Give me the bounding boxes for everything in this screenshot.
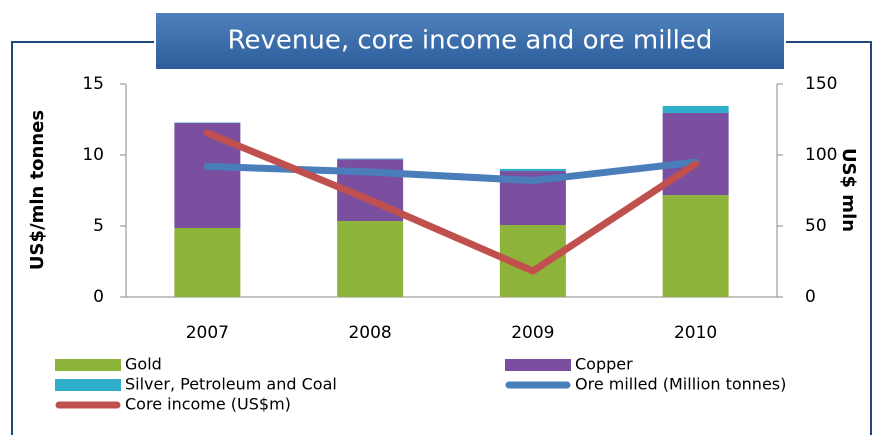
- bar-segment: [337, 221, 403, 297]
- x-tick-label: 2008: [348, 323, 391, 343]
- bar-segment: [174, 228, 240, 297]
- y2-tick-label: 150: [805, 74, 837, 94]
- y2-tick-label: 0: [805, 287, 816, 307]
- legend-label: Ore milled (Million tonnes): [575, 375, 786, 394]
- legend-label: Silver, Petroleum and Coal: [125, 375, 337, 394]
- x-tick-label: 2010: [674, 323, 717, 343]
- chart-title: Revenue, core income and ore milled: [228, 26, 713, 56]
- legend-label: Copper: [575, 355, 633, 374]
- legend-swatch: [55, 359, 121, 371]
- y-axis-label: US$/mln tonnes: [27, 110, 48, 270]
- legend-label: Core income (US$m): [125, 395, 291, 414]
- y2-tick-label: 50: [805, 216, 827, 236]
- bar-segment: [663, 195, 729, 297]
- y-tick-label: 15: [82, 74, 104, 94]
- x-tick-label: 2009: [511, 323, 554, 343]
- bar-segment: [337, 159, 403, 160]
- bar-segment: [663, 106, 729, 113]
- legend-swatch: [55, 379, 121, 391]
- y-tick-label: 0: [93, 287, 104, 307]
- bar-segment: [500, 169, 566, 171]
- y-tick-label: 10: [82, 145, 104, 165]
- y2-axis-label: US$ mln: [838, 148, 859, 232]
- legend-swatch: [505, 359, 571, 371]
- y-tick-label: 5: [93, 216, 104, 236]
- legend-label: Gold: [125, 355, 162, 374]
- y2-tick-label: 100: [805, 145, 837, 165]
- bar-segment: [174, 123, 240, 228]
- x-tick-label: 2007: [186, 323, 229, 343]
- line-series: [207, 133, 695, 271]
